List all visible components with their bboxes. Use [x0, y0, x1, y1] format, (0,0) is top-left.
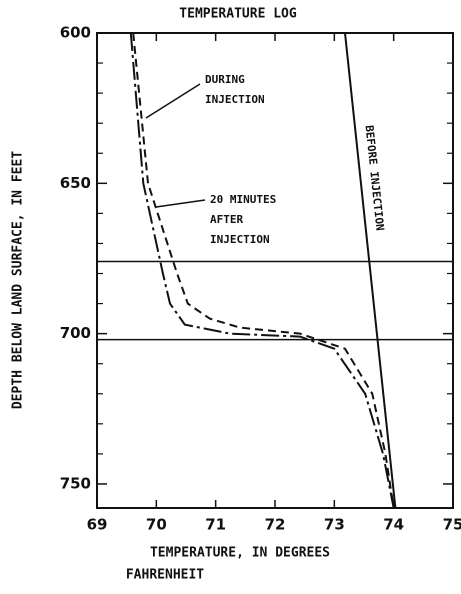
series-label: INJECTION: [205, 93, 265, 106]
series-label: DURING: [205, 73, 245, 86]
plot-frame: [96, 32, 454, 509]
series-line: [344, 32, 397, 509]
x-tick-label: 69: [87, 516, 108, 534]
leader-line: [145, 83, 201, 119]
y-tick-label: 700: [60, 324, 91, 342]
series-label: INJECTION: [210, 233, 270, 246]
chart-title: TEMPERATURE LOG: [179, 7, 297, 22]
x-tick-label: 72: [265, 516, 286, 534]
y-tick-label: 650: [60, 174, 91, 192]
y-tick-label: 750: [60, 474, 91, 492]
series-label: AFTER: [210, 213, 243, 226]
x-tick-label: 74: [383, 516, 404, 534]
y-axis-label: DEPTH BELOW LAND SURFACE, IN FEET: [11, 151, 26, 409]
x-axis-label: TEMPERATURE, IN DEGREES: [150, 546, 330, 561]
leader-line: [155, 199, 206, 208]
x-tick-label: 71: [205, 516, 226, 534]
x-axis-label: FAHRENHEIT: [126, 568, 204, 583]
x-tick-label: 70: [146, 516, 167, 534]
series-label: 20 MINUTES: [210, 193, 276, 206]
series-label: BEFORE INJECTION: [362, 125, 386, 232]
x-tick-label: 73: [324, 516, 345, 534]
series-line: [129, 32, 395, 509]
series-line: [132, 32, 395, 509]
y-tick-label: 600: [60, 24, 91, 42]
x-tick-label: 75: [443, 516, 461, 534]
